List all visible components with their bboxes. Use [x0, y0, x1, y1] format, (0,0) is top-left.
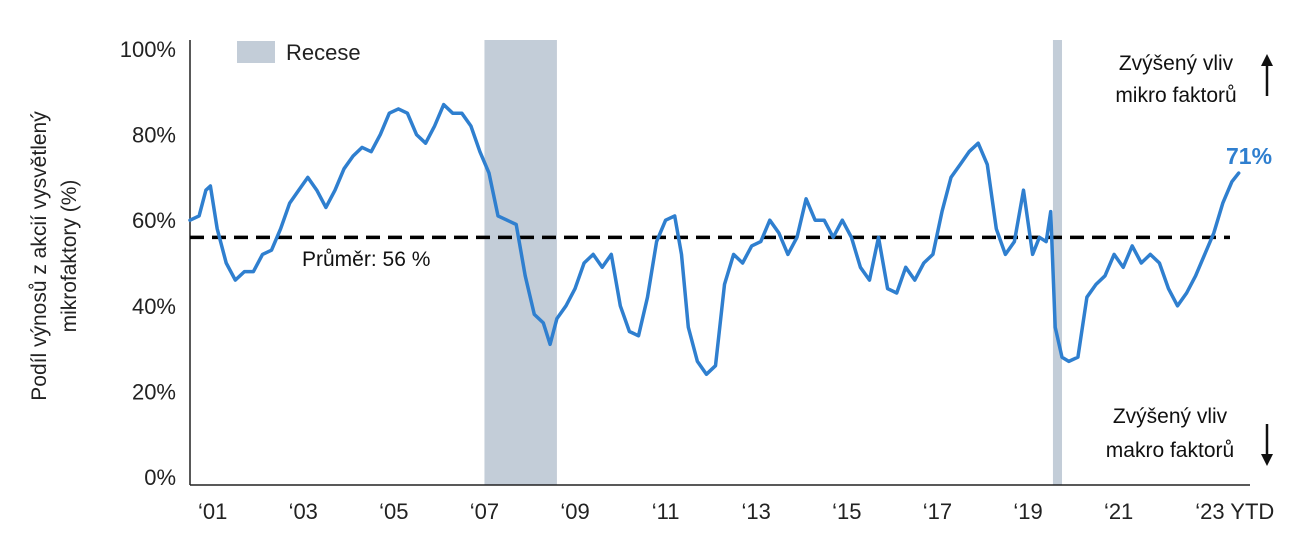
y-tick-label: 80% [132, 123, 176, 148]
macro-annotation: Zvýšený vliv makro faktorů [1106, 405, 1273, 466]
legend-label-recession: Recese [286, 40, 361, 65]
x-tick-label: ‘13 [742, 499, 771, 524]
x-axis-ticks: ‘01 ‘03 ‘05 ‘07 ‘09 ‘11 ‘13 ‘15 ‘17 ‘19 ‘21 ‘23 YTD [198, 499, 1274, 524]
x-tick-label: ‘09 [560, 499, 589, 524]
micro-annotation-line-1: Zvýšený vliv [1119, 52, 1234, 75]
x-tick-label: ‘15 [832, 499, 861, 524]
y-axis-title-line-1: Podíl výnosů z akcií vysvětlený [28, 111, 51, 401]
average-label: Průměr: 56 % [302, 248, 430, 271]
y-tick-label: 40% [132, 294, 176, 319]
micro-annotation: Zvýšený vliv mikro faktorů [1115, 52, 1273, 107]
y-tick-label: 100% [120, 37, 176, 62]
recession-band-2 [1052, 40, 1063, 485]
x-tick-label: ‘05 [379, 499, 408, 524]
x-tick-label: ‘11 [652, 499, 680, 524]
x-tick-label: ‘07 [470, 499, 499, 524]
x-tick-label: ‘23 YTD [1195, 499, 1274, 524]
y-tick-label: 60% [132, 208, 176, 233]
x-tick-label: ‘03 [289, 499, 318, 524]
series-line [188, 102, 1241, 377]
arrow-down-icon [1261, 424, 1273, 466]
micro-annotation-line-2: mikro faktorů [1115, 84, 1236, 107]
y-tick-label: 20% [132, 379, 176, 404]
y-tick-label: 0% [144, 465, 176, 490]
last-value-label: 71% [1226, 143, 1272, 169]
macro-annotation-line-1: Zvýšený vliv [1113, 405, 1228, 428]
recession-band-1 [484, 40, 557, 485]
y-axis-title-line-2: mikrofaktory (%) [58, 180, 81, 333]
x-tick-label: ‘01 [198, 499, 227, 524]
macro-annotation-line-2: makro faktorů [1106, 439, 1234, 462]
recession-bands [484, 40, 1063, 485]
legend-swatch-recession [237, 41, 275, 63]
arrow-up-icon [1261, 54, 1273, 96]
x-tick-label: ‘19 [1013, 499, 1042, 524]
x-tick-label: ‘17 [923, 499, 952, 524]
y-axis-ticks: 0% 20% 40% 60% 80% 100% [120, 37, 176, 490]
x-tick-label: ‘21 [1104, 499, 1133, 524]
legend: Recese [237, 40, 361, 65]
